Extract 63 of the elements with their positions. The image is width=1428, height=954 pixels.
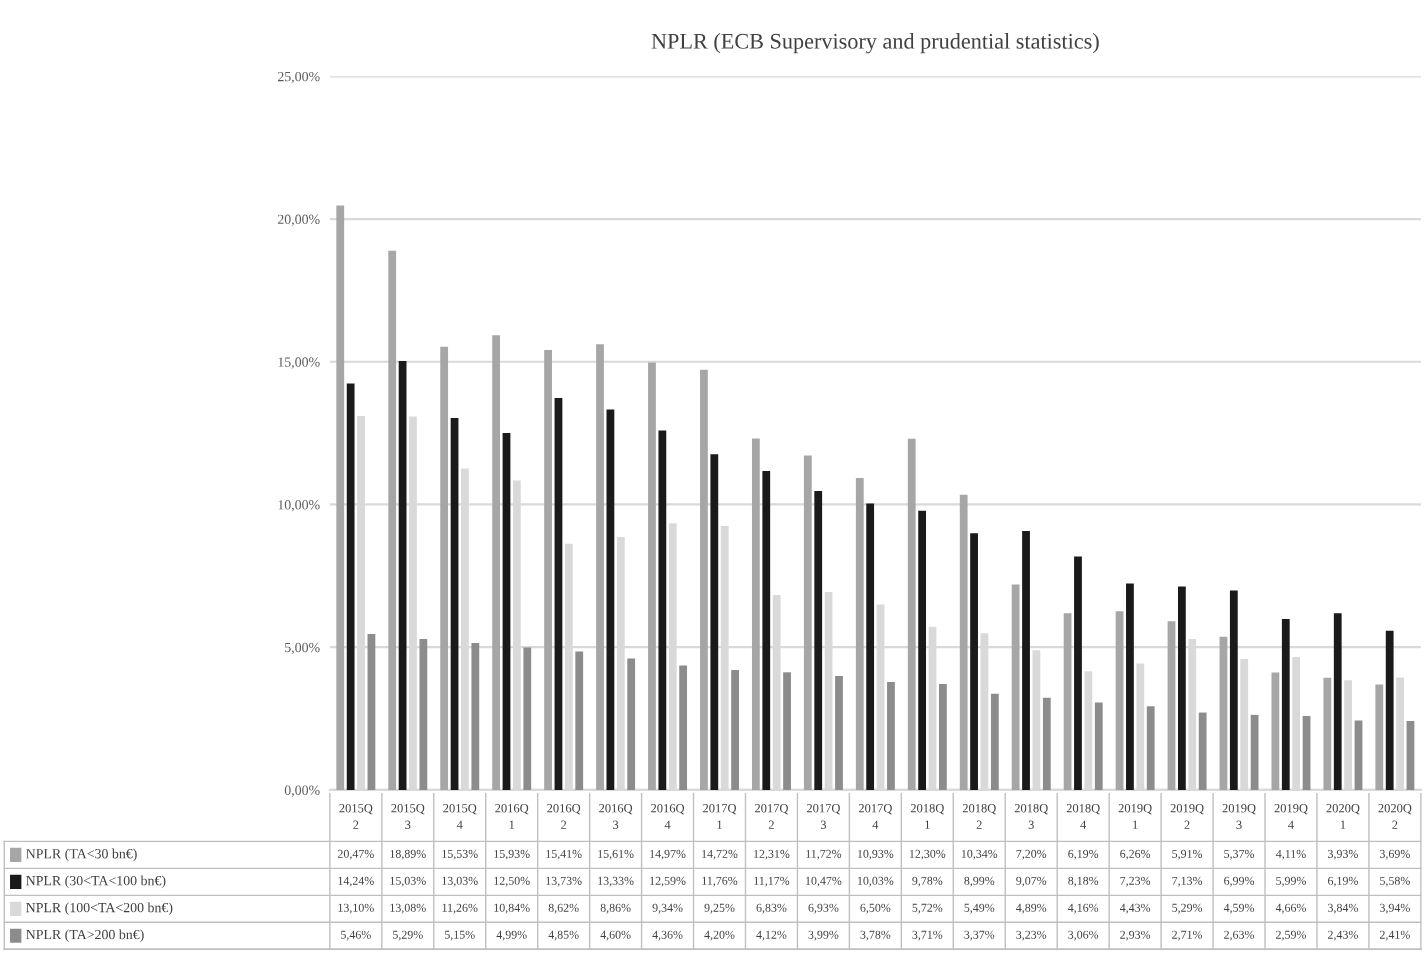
bar bbox=[866, 503, 875, 790]
bar bbox=[1094, 702, 1103, 790]
bar bbox=[970, 533, 978, 790]
bar bbox=[492, 335, 501, 790]
bar bbox=[1022, 531, 1030, 790]
bar bbox=[1219, 636, 1228, 790]
bar bbox=[1042, 697, 1051, 790]
bar bbox=[367, 634, 376, 790]
bar bbox=[1063, 613, 1072, 790]
bar bbox=[855, 477, 864, 790]
bar bbox=[959, 494, 968, 790]
bar bbox=[388, 250, 397, 790]
bar bbox=[731, 670, 739, 790]
bar bbox=[398, 360, 407, 790]
bar bbox=[814, 491, 823, 790]
bar bbox=[471, 642, 480, 790]
bar bbox=[803, 455, 812, 790]
bar bbox=[918, 510, 927, 790]
bar bbox=[679, 665, 688, 790]
bar bbox=[1074, 556, 1082, 790]
bar bbox=[990, 693, 999, 790]
bar bbox=[523, 647, 532, 790]
bar bbox=[1385, 630, 1394, 790]
bar bbox=[1011, 584, 1020, 790]
bar bbox=[627, 658, 636, 790]
bar bbox=[939, 684, 947, 790]
bar bbox=[762, 471, 771, 790]
bar bbox=[1229, 590, 1238, 790]
bar bbox=[1333, 613, 1342, 790]
bar bbox=[1406, 721, 1415, 790]
bar bbox=[419, 638, 428, 790]
bar bbox=[835, 676, 843, 790]
bar bbox=[450, 417, 459, 790]
bar bbox=[1198, 712, 1207, 790]
bar bbox=[440, 346, 449, 790]
bar bbox=[1281, 618, 1290, 790]
bar bbox=[554, 398, 563, 790]
bar bbox=[700, 369, 708, 790]
bar bbox=[596, 344, 604, 790]
bar bbox=[751, 438, 760, 790]
bar bbox=[1126, 583, 1134, 790]
bar bbox=[710, 454, 719, 790]
bar bbox=[1302, 715, 1311, 790]
bar bbox=[1375, 684, 1384, 790]
bar bbox=[336, 205, 345, 790]
bar bbox=[1323, 677, 1332, 790]
bar bbox=[907, 438, 916, 790]
bar bbox=[1146, 706, 1155, 790]
bar bbox=[658, 430, 667, 790]
bar bbox=[887, 682, 895, 790]
bar bbox=[346, 383, 355, 790]
bar bbox=[1115, 611, 1124, 790]
bar bbox=[575, 651, 584, 790]
bar bbox=[648, 362, 656, 790]
bar bbox=[1167, 621, 1176, 790]
bar bbox=[544, 350, 552, 790]
bar bbox=[783, 672, 791, 790]
bar bbox=[502, 433, 511, 790]
bar bbox=[1250, 714, 1259, 790]
bar bbox=[1177, 586, 1186, 790]
bar bbox=[1271, 672, 1280, 790]
bar bbox=[606, 409, 615, 790]
chart-title: NPLR (ECB Supervisory and prudential statistics) bbox=[651, 33, 1099, 54]
